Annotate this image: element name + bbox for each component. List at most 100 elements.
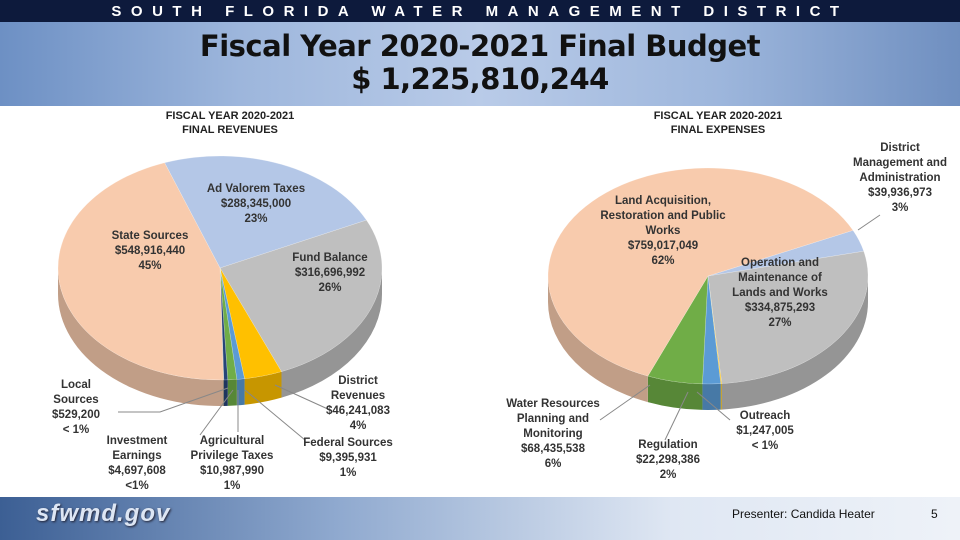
slice-label: State Sources $548,916,440 45% [95, 229, 205, 274]
slice [219, 267, 225, 381]
slice-side [720, 383, 722, 410]
category-label: Land Acquisition, Restoration and Public… [600, 195, 726, 237]
leader-line [696, 391, 731, 421]
chart-title-block: FISCAL YEAR 2020-2021 FINAL EXPENSES [618, 109, 818, 137]
slice-label: District Management and Administration $3… [845, 141, 955, 216]
category-label: Agricultural Privilege Taxes [190, 435, 274, 462]
slice [164, 155, 367, 269]
category-label: Local Sources [53, 379, 99, 406]
slice [219, 219, 383, 372]
category-label: Fund Balance [292, 252, 368, 264]
logo: sfwmd.gov [36, 500, 171, 527]
leader-line [118, 387, 229, 413]
chart-subtitle: FINAL EXPENSES [670, 124, 766, 136]
slice [219, 267, 282, 379]
leader-line [199, 389, 234, 436]
slice-label: Ad Valorem Taxes $288,345,000 23% [186, 182, 326, 227]
share-label: 62% [651, 255, 675, 267]
slice-label: Land Acquisition, Restoration and Public… [593, 194, 733, 269]
share-label: 1% [339, 467, 357, 479]
slice-side [548, 276, 648, 403]
value-label: $68,435,538 [521, 443, 585, 455]
share-label: 3% [891, 202, 909, 214]
title: Fiscal Year 2020-2021 Final Budget [199, 29, 761, 63]
share-label: < 1% [751, 440, 779, 452]
chart-title: FISCAL YEAR 2020-2021 [165, 110, 295, 122]
share-label: 45% [138, 260, 162, 272]
presenter: Presenter: Candida Heater [732, 507, 875, 521]
chart-title: FISCAL YEAR 2020-2021 [653, 110, 783, 122]
slice-label: Regulation $22,298,386 2% [628, 438, 708, 483]
leader-line [244, 389, 306, 441]
pie [547, 167, 869, 410]
leader-line [599, 384, 651, 421]
slice-label: Water Resources Planning and Monitoring $… [498, 397, 608, 472]
slice-side [58, 268, 224, 407]
category-label: Ad Valorem Taxes [206, 183, 306, 195]
leader-line [857, 214, 881, 231]
slice-side [647, 376, 703, 410]
share-label: 2% [659, 469, 677, 481]
slice [219, 267, 238, 381]
slice [702, 275, 721, 385]
category-label: State Sources [111, 230, 189, 242]
leader-line [274, 384, 331, 411]
slice-side [721, 276, 868, 410]
slice-label: Agricultural Privilege Taxes $10,987,990 1… [182, 434, 282, 494]
slice [647, 275, 709, 385]
slice-label: Investment Earnings $4,697,608 <1% [97, 434, 177, 494]
value-label: $759,017,049 [627, 240, 699, 252]
value-label: $4,697,608 [108, 465, 166, 477]
slice-label: Local Sources $529,200 < 1% [46, 378, 106, 438]
slice-label: Federal Sources $9,395,931 1% [298, 436, 398, 481]
pie-sides [58, 268, 382, 407]
category-label: Operation and Maintenance of Lands and W… [732, 257, 828, 299]
share-label: 4% [349, 420, 367, 432]
category-label: Outreach [739, 410, 791, 422]
slice-side [702, 383, 721, 410]
category-label: District Management and Administration [853, 142, 947, 184]
share-label: < 1% [62, 424, 90, 436]
category-label: Federal Sources [303, 437, 393, 449]
slide-title: Fiscal Year 2020-2021 Final Budget $ 1,2… [0, 30, 960, 96]
pie [57, 155, 383, 407]
share-label: 26% [318, 282, 342, 294]
slice [707, 275, 723, 384]
slice-side [244, 371, 282, 405]
slice-side [223, 379, 228, 406]
slice-label: Outreach $1,247,005 < 1% [725, 409, 805, 454]
value-label: $1,247,005 [736, 425, 794, 437]
share-label: 27% [768, 317, 792, 329]
footer-band [0, 497, 960, 540]
slice-label: Operation and Maintenance of Lands and W… [725, 256, 835, 331]
category-label: Investment Earnings [106, 435, 168, 462]
slice [219, 267, 229, 381]
slice-side [227, 379, 237, 406]
slice-label: Fund Balance $316,696,992 26% [275, 251, 385, 296]
organization-banner: SOUTH FLORIDA WATER MANAGEMENT DISTRICT [0, 0, 960, 22]
chart-title-block: FISCAL YEAR 2020-2021 FINAL REVENUES [130, 109, 330, 137]
leader-line [664, 391, 689, 441]
slice-label: District Revenues $46,241,083 4% [313, 374, 403, 434]
slice [547, 167, 854, 377]
slice [57, 162, 224, 381]
page-number: 5 [931, 507, 938, 521]
share-label: 23% [244, 213, 268, 225]
category-label: District Revenues [330, 375, 386, 402]
value-label: $10,987,990 [200, 465, 264, 477]
slice [219, 267, 245, 380]
value-label: $46,241,083 [326, 405, 390, 417]
pie-slices [57, 155, 383, 381]
total: $ 1,225,810,244 [351, 62, 609, 96]
share-label: 6% [544, 458, 562, 470]
photo-band [0, 22, 960, 106]
pie-sides [548, 276, 868, 410]
value-label: $334,875,293 [744, 302, 816, 314]
value-label: $529,200 [52, 409, 100, 421]
category-label: Regulation [638, 439, 698, 451]
leader-lines [118, 214, 881, 441]
value-label: $548,916,440 [114, 245, 186, 257]
chart-subtitle: FINAL REVENUES [182, 124, 278, 136]
